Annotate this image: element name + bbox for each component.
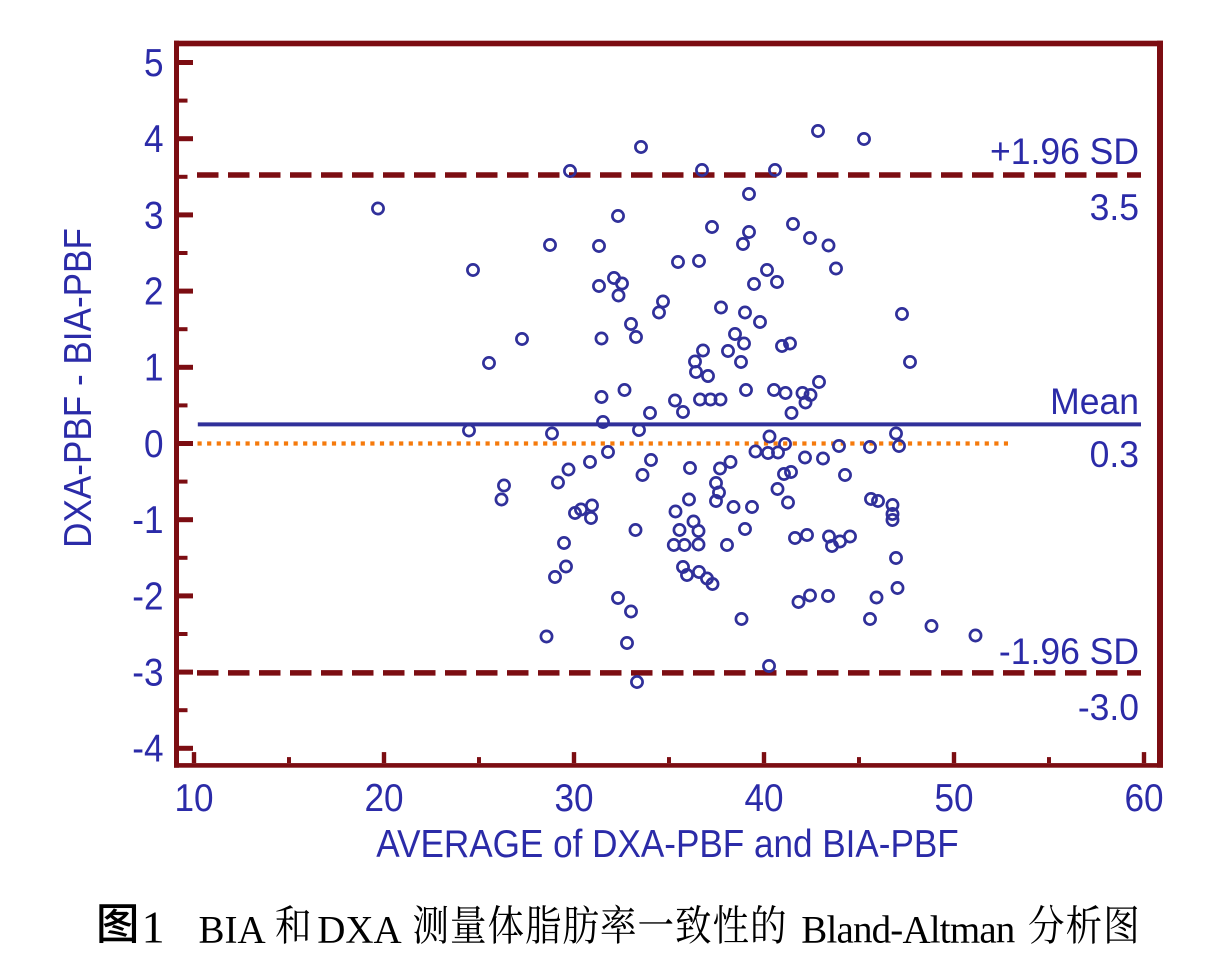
svg-text:5: 5 (144, 40, 164, 84)
svg-text:60: 60 (1124, 775, 1163, 819)
svg-text:-2: -2 (132, 574, 163, 618)
svg-text:Bland-Altman: Bland-Altman (801, 909, 1015, 952)
svg-text:1: 1 (144, 345, 164, 389)
svg-text:10: 10 (174, 775, 213, 819)
svg-text:20: 20 (364, 775, 403, 819)
svg-text:40: 40 (744, 775, 783, 819)
svg-text:1: 1 (142, 902, 165, 953)
svg-text:-3: -3 (132, 650, 163, 694)
svg-text:BIA: BIA (199, 909, 266, 952)
svg-text:4: 4 (144, 116, 164, 160)
svg-text:Mean: Mean (1050, 380, 1139, 422)
svg-text:+1.96 SD: +1.96 SD (990, 130, 1139, 172)
svg-text:-3.0: -3.0 (1078, 686, 1139, 728)
svg-text:DXA: DXA (317, 909, 402, 952)
svg-text:AVERAGE of DXA-PBF and BIA-PBF: AVERAGE of DXA-PBF and BIA-PBF (376, 821, 958, 865)
svg-text:3.5: 3.5 (1090, 186, 1139, 228)
svg-text:0: 0 (144, 421, 164, 465)
svg-text:0.3: 0.3 (1090, 434, 1139, 476)
svg-text:3: 3 (144, 193, 164, 237)
svg-text:50: 50 (934, 775, 973, 819)
svg-text:2: 2 (144, 269, 164, 313)
svg-text:-1.96 SD: -1.96 SD (999, 631, 1139, 673)
svg-text:DXA-PBF - BIA-PBF: DXA-PBF - BIA-PBF (55, 228, 99, 548)
svg-text:-4: -4 (132, 726, 163, 770)
svg-text:30: 30 (554, 775, 593, 819)
svg-text:-1: -1 (132, 497, 163, 541)
